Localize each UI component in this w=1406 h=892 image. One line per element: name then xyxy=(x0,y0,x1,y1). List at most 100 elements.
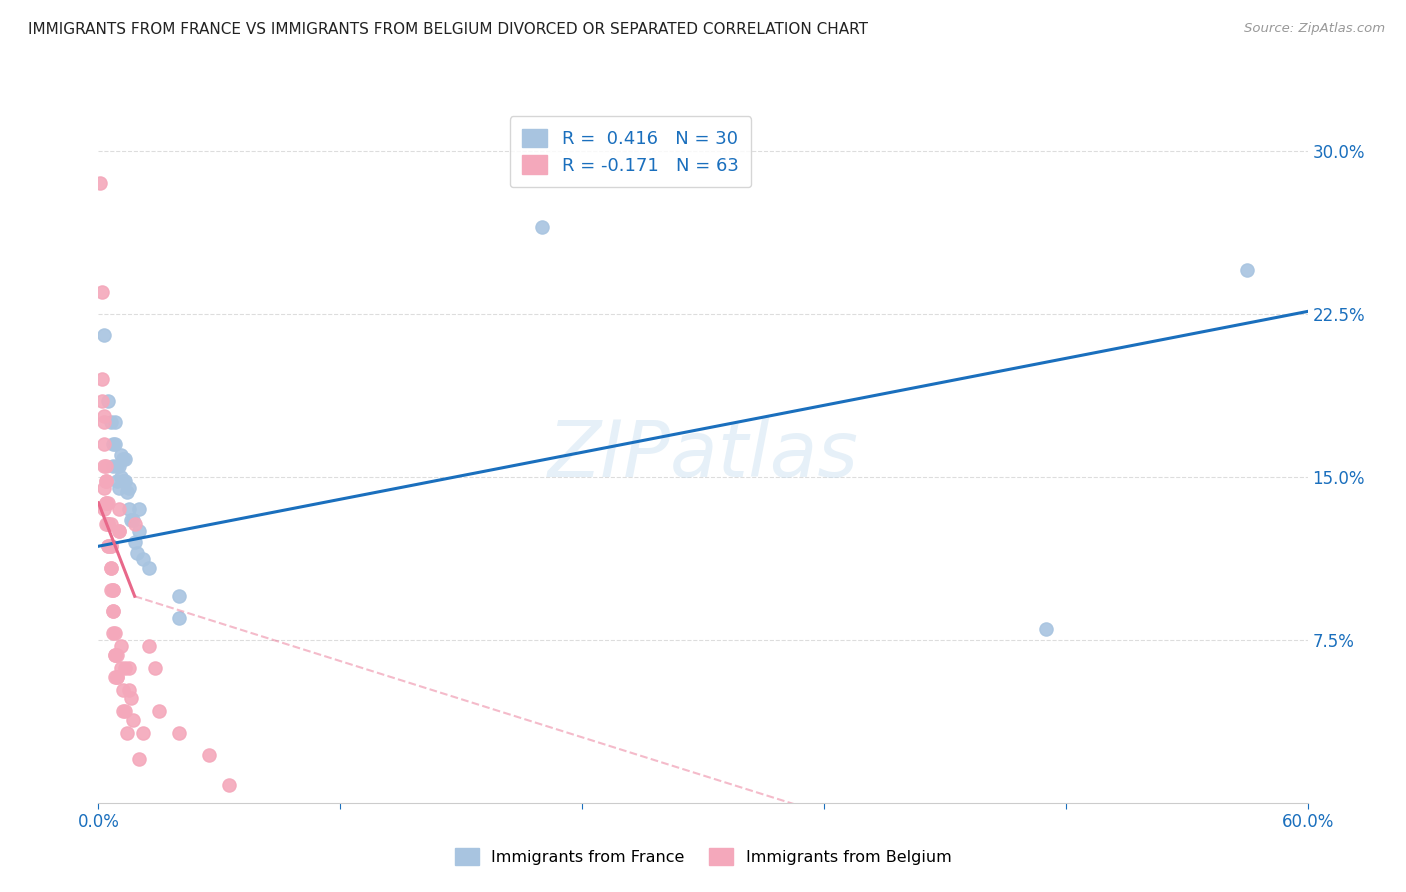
Point xyxy=(100,582,122,597)
Point xyxy=(125,546,148,560)
Point xyxy=(105,648,128,662)
Point xyxy=(110,448,132,462)
Point xyxy=(138,639,160,653)
Point xyxy=(105,670,128,684)
Point xyxy=(96,517,118,532)
Point xyxy=(132,552,155,566)
Point xyxy=(110,661,132,675)
Point xyxy=(115,484,138,499)
Point xyxy=(118,682,141,697)
Point xyxy=(107,502,129,516)
Point xyxy=(96,496,118,510)
Point xyxy=(110,469,132,483)
Point xyxy=(96,458,118,473)
Point xyxy=(93,409,115,423)
Point xyxy=(128,752,150,766)
Point xyxy=(103,648,125,662)
Point xyxy=(103,626,125,640)
Point xyxy=(101,605,124,619)
Point xyxy=(167,589,190,603)
Point xyxy=(107,481,129,495)
Point xyxy=(105,458,128,473)
Point xyxy=(89,176,111,190)
Point xyxy=(101,605,124,619)
Point xyxy=(107,458,129,473)
Point xyxy=(101,437,124,451)
Point xyxy=(96,496,118,510)
Point xyxy=(93,437,115,451)
Point xyxy=(120,513,142,527)
Point xyxy=(93,502,115,516)
Point xyxy=(100,415,122,429)
Point xyxy=(132,726,155,740)
Point xyxy=(96,474,118,488)
Point xyxy=(128,502,150,516)
Point xyxy=(100,561,122,575)
Point xyxy=(111,682,134,697)
Text: IMMIGRANTS FROM FRANCE VS IMMIGRANTS FROM BELGIUM DIVORCED OR SEPARATED CORRELAT: IMMIGRANTS FROM FRANCE VS IMMIGRANTS FRO… xyxy=(28,22,868,37)
Point xyxy=(114,474,136,488)
Point xyxy=(148,705,170,719)
Point xyxy=(118,481,141,495)
Point xyxy=(105,670,128,684)
Point xyxy=(128,524,150,538)
Point xyxy=(103,415,125,429)
Point xyxy=(110,639,132,653)
Point xyxy=(118,502,141,516)
Point xyxy=(93,415,115,429)
Point xyxy=(114,452,136,467)
Point xyxy=(1236,263,1258,277)
Point xyxy=(115,726,138,740)
Point xyxy=(107,524,129,538)
Point xyxy=(100,539,122,553)
Point xyxy=(103,437,125,451)
Point xyxy=(218,778,240,792)
Point xyxy=(1035,622,1057,636)
Point xyxy=(103,648,125,662)
Point xyxy=(167,611,190,625)
Point xyxy=(138,561,160,575)
Point xyxy=(198,747,221,762)
Point xyxy=(97,517,120,532)
Point xyxy=(97,539,120,553)
Point xyxy=(530,219,553,234)
Point xyxy=(97,393,120,408)
Point xyxy=(103,670,125,684)
Point xyxy=(105,474,128,488)
Point xyxy=(167,726,190,740)
Point xyxy=(91,393,114,408)
Point xyxy=(111,474,134,488)
Point xyxy=(101,626,124,640)
Point xyxy=(121,713,143,727)
Point xyxy=(96,474,118,488)
Point xyxy=(101,458,124,473)
Point xyxy=(91,372,114,386)
Point xyxy=(120,691,142,706)
Point xyxy=(97,496,120,510)
Point xyxy=(93,458,115,473)
Point xyxy=(124,535,146,549)
Point xyxy=(97,539,120,553)
Point xyxy=(93,481,115,495)
Point xyxy=(97,517,120,532)
Point xyxy=(114,705,136,719)
Point xyxy=(93,328,115,343)
Point xyxy=(91,285,114,299)
Point xyxy=(111,452,134,467)
Point xyxy=(107,524,129,538)
Point xyxy=(121,513,143,527)
Point xyxy=(118,661,141,675)
Point xyxy=(143,661,166,675)
Legend: Immigrants from France, Immigrants from Belgium: Immigrants from France, Immigrants from … xyxy=(449,842,957,871)
Text: Source: ZipAtlas.com: Source: ZipAtlas.com xyxy=(1244,22,1385,36)
Point xyxy=(124,517,146,532)
Point xyxy=(100,517,122,532)
Text: ZIPatlas: ZIPatlas xyxy=(547,417,859,493)
Point xyxy=(111,705,134,719)
Point xyxy=(100,561,122,575)
Point xyxy=(101,582,124,597)
Point xyxy=(97,517,120,532)
Point xyxy=(114,661,136,675)
Point xyxy=(100,539,122,553)
Point xyxy=(101,582,124,597)
